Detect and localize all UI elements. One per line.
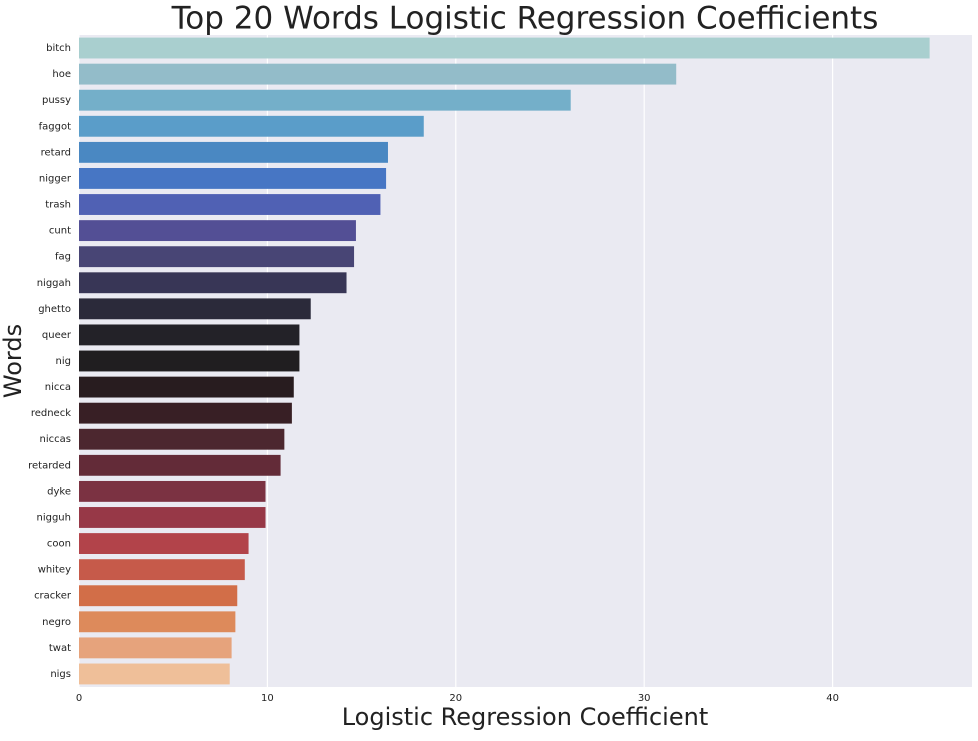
x-tick-label: 10	[261, 693, 274, 704]
y-tick-label: trash	[45, 200, 71, 211]
bar	[79, 272, 347, 294]
bar	[79, 220, 356, 242]
bar	[79, 168, 387, 189]
bar	[79, 454, 281, 476]
bar	[79, 428, 285, 450]
bar	[79, 194, 381, 215]
y-tick-label: nigger	[39, 173, 72, 184]
bar	[79, 533, 249, 554]
y-tick-label: pussy	[42, 95, 71, 106]
y-tick-label: dyke	[47, 486, 71, 497]
x-tick-label: 0	[76, 693, 82, 704]
y-tick-label: bitch	[46, 43, 71, 54]
y-tick-label: nigguh	[37, 512, 72, 523]
y-tick-label: retarded	[28, 460, 71, 471]
bar	[79, 480, 266, 502]
y-tick-label: redneck	[31, 408, 71, 419]
x-tick-label: 20	[449, 693, 462, 704]
x-tick-label: 30	[638, 693, 651, 704]
y-tick-label: queer	[42, 330, 72, 341]
y-tick-label: nicca	[45, 382, 71, 393]
bar	[79, 585, 238, 607]
bar	[79, 141, 388, 163]
bar	[79, 559, 245, 581]
bar	[79, 115, 424, 137]
bar	[79, 663, 230, 685]
y-tick-label: nig	[56, 356, 71, 367]
bar	[79, 611, 236, 633]
x-axis-label: Logistic Regression Coefficient	[342, 703, 709, 731]
y-tick-label: cunt	[49, 226, 71, 237]
bar	[79, 324, 300, 346]
y-tick-label: hoe	[52, 69, 71, 80]
y-tick-label: fag	[55, 252, 71, 263]
bar	[79, 376, 294, 398]
bar	[79, 63, 677, 85]
y-tick-label: negro	[42, 617, 71, 628]
y-tick-label: retard	[41, 147, 71, 158]
y-tick-label: faggot	[39, 121, 71, 132]
bar	[79, 637, 232, 659]
y-tick-label: ghetto	[38, 304, 71, 315]
bar	[79, 246, 355, 268]
bar	[79, 298, 311, 320]
y-axis-label: Words	[0, 324, 27, 398]
y-tick-label: niccas	[40, 434, 71, 445]
y-tick-label: twat	[49, 643, 71, 654]
y-tick-label: nigs	[50, 669, 71, 680]
y-tick-label: coon	[47, 539, 71, 550]
bar	[79, 37, 930, 59]
bar	[79, 402, 292, 424]
y-tick-label: whitey	[38, 565, 71, 576]
bar	[79, 507, 266, 528]
y-tick-label: cracker	[34, 591, 72, 602]
bar	[79, 350, 300, 372]
chart-title: Top 20 Words Logistic Regression Coeffic…	[171, 1, 879, 37]
x-tick-label: 40	[826, 693, 839, 704]
y-tick-label: niggah	[37, 278, 71, 289]
bar	[79, 89, 571, 111]
